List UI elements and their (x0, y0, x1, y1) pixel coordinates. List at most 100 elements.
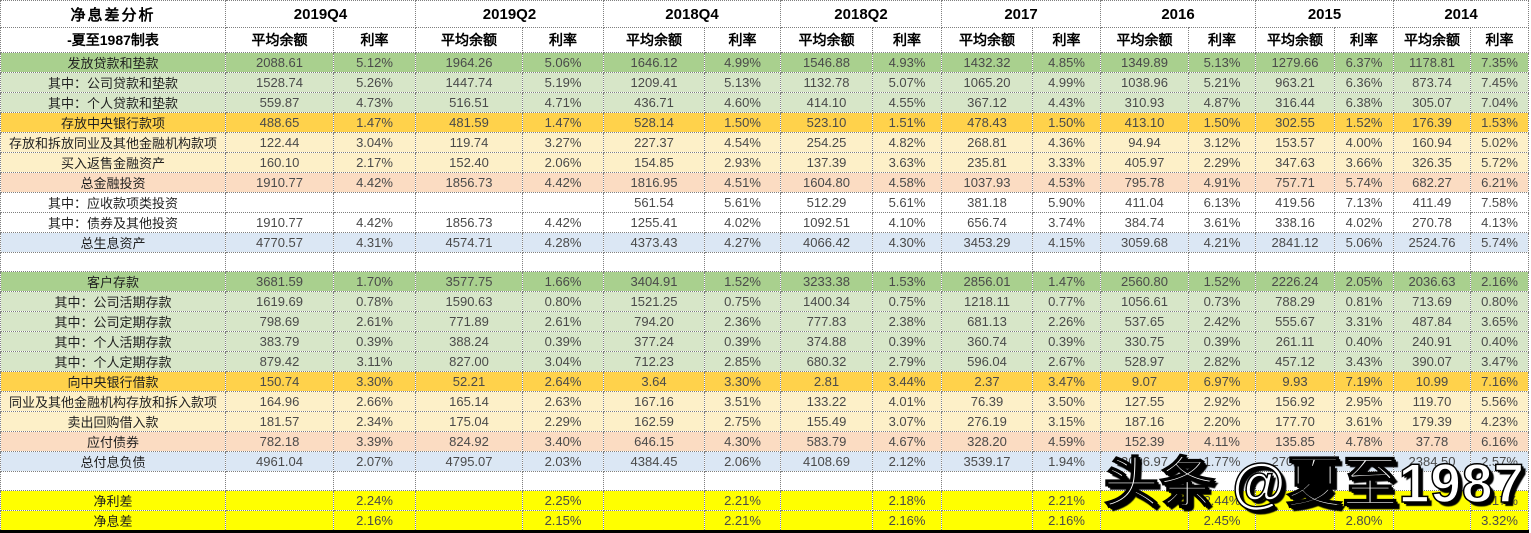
cell-balance[interactable]: 310.93 (1100, 92, 1189, 113)
cell-balance[interactable]: 512.29 (780, 192, 873, 213)
cell-balance[interactable]: 757.71 (1255, 172, 1335, 193)
cell-rate[interactable]: 5.13% (704, 72, 781, 93)
cell-rate[interactable]: 4.93% (872, 52, 942, 73)
row-label[interactable]: 总金融投资 (0, 172, 226, 193)
cell-balance[interactable]: 1528.74 (225, 72, 334, 93)
cell-rate[interactable]: 2.93% (704, 152, 781, 173)
row-label[interactable]: 其中：个人贷款和垫款 (0, 92, 226, 113)
cell-rate[interactable]: 0.39% (522, 331, 604, 352)
cell-rate[interactable]: 4.54% (704, 132, 781, 153)
cell-rate[interactable]: 4.59% (1032, 431, 1101, 452)
cell-balance[interactable]: 419.56 (1255, 192, 1335, 213)
cell-balance[interactable]: 1037.93 (941, 172, 1033, 193)
cell-rate[interactable]: 3.32% (1470, 510, 1529, 532)
cell-balance[interactable]: 37.78 (1393, 431, 1471, 452)
cell-balance[interactable]: 177.70 (1255, 411, 1335, 432)
cell-balance[interactable]: 150.74 (225, 371, 334, 392)
cell-balance[interactable]: 4384.45 (603, 451, 705, 472)
cell-rate[interactable]: 4.53% (1032, 172, 1101, 193)
cell-balance[interactable]: 713.69 (1393, 291, 1471, 312)
row-label[interactable]: 卖出回购借入款 (0, 411, 226, 432)
spacer-cell[interactable] (415, 471, 523, 491)
cell-balance[interactable]: 2560.80 (1100, 271, 1189, 292)
cell-balance[interactable] (603, 490, 705, 511)
spacer-cell[interactable] (1334, 471, 1394, 491)
cell-balance[interactable]: 1218.11 (941, 291, 1033, 312)
cell-balance[interactable]: 411.04 (1100, 192, 1189, 213)
cell-rate[interactable]: 7.13% (1334, 192, 1394, 213)
cell-rate[interactable]: 1.51% (872, 112, 942, 133)
spacer-cell[interactable] (1393, 252, 1471, 272)
cell-rate[interactable]: 4.23% (1470, 411, 1529, 432)
cell-balance[interactable]: 798.69 (225, 311, 334, 332)
cell-rate[interactable]: 2.92% (1188, 391, 1256, 412)
cell-balance[interactable]: 1590.63 (415, 291, 523, 312)
cell-balance[interactable]: 656.74 (941, 212, 1033, 233)
cell-rate[interactable]: 5.13% (1188, 52, 1256, 73)
cell-balance[interactable]: 316.44 (1255, 92, 1335, 113)
spacer-cell[interactable] (872, 471, 942, 491)
cell-balance[interactable]: 235.81 (941, 152, 1033, 173)
cell-rate[interactable]: 2.17% (333, 152, 416, 173)
cell-rate[interactable]: 7.16% (1470, 371, 1529, 392)
cell-rate[interactable]: 2.06% (704, 451, 781, 472)
cell-balance[interactable]: 1856.73 (415, 212, 523, 233)
row-label[interactable]: 净息差 (0, 510, 226, 532)
column-header-rate[interactable]: 利率 (333, 27, 416, 53)
cell-balance[interactable] (415, 490, 523, 511)
column-header-period[interactable]: 2019Q2 (415, 0, 604, 28)
cell-rate[interactable]: 3.47% (1470, 351, 1529, 372)
spacer-cell[interactable] (1100, 471, 1189, 491)
cell-rate[interactable]: 2.80% (1334, 510, 1394, 532)
spacer-cell[interactable] (225, 471, 334, 491)
row-label[interactable]: 其中：公司贷款和垫款 (0, 72, 226, 93)
row-label[interactable]: 其中：个人活期存款 (0, 331, 226, 352)
cell-rate[interactable]: 1.47% (1032, 271, 1101, 292)
cell-balance[interactable]: 4108.69 (780, 451, 873, 472)
cell-balance[interactable]: 360.74 (941, 331, 1033, 352)
cell-balance[interactable]: 268.81 (941, 132, 1033, 153)
cell-rate[interactable]: 3.30% (704, 371, 781, 392)
cell-balance[interactable]: 328.20 (941, 431, 1033, 452)
cell-balance[interactable]: 3036.97 (1100, 451, 1189, 472)
cell-balance[interactable]: 4373.43 (603, 232, 705, 253)
spacer-cell[interactable] (333, 252, 416, 272)
cell-balance[interactable]: 374.88 (780, 331, 873, 352)
cell-balance[interactable] (941, 490, 1033, 511)
cell-rate[interactable]: 2.05% (1334, 271, 1394, 292)
cell-balance[interactable]: 3059.68 (1100, 232, 1189, 253)
column-header-period[interactable]: 2015 (1255, 0, 1394, 28)
column-header-period[interactable]: 2016 (1100, 0, 1256, 28)
cell-balance[interactable] (415, 510, 523, 532)
cell-balance[interactable]: 3453.29 (941, 232, 1033, 253)
cell-rate[interactable]: 0.81% (1334, 291, 1394, 312)
cell-rate[interactable]: 2.79% (872, 351, 942, 372)
spacer-cell[interactable] (603, 252, 705, 272)
spacer-cell[interactable] (0, 471, 226, 491)
cell-rate[interactable]: 2.34% (333, 411, 416, 432)
cell-balance[interactable]: 1349.89 (1100, 52, 1189, 73)
cell-rate[interactable]: 3.04% (522, 351, 604, 372)
cell-balance[interactable]: 3233.38 (780, 271, 873, 292)
cell-balance[interactable]: 383.79 (225, 331, 334, 352)
cell-balance[interactable]: 2384.50 (1393, 451, 1471, 472)
row-label[interactable]: 其中：应收款项类投资 (0, 192, 226, 213)
cell-balance[interactable]: 528.14 (603, 112, 705, 133)
cell-rate[interactable]: 1.52% (1334, 112, 1394, 133)
cell-rate[interactable]: 2.75% (704, 411, 781, 432)
cell-rate[interactable]: 4.15% (1032, 232, 1101, 253)
column-header-rate[interactable]: 利率 (1032, 27, 1101, 53)
row-label[interactable]: 存放和拆放同业及其他金融机构款项 (0, 132, 226, 153)
cell-rate[interactable]: 1.52% (704, 271, 781, 292)
cell-balance[interactable]: 338.16 (1255, 212, 1335, 233)
cell-balance[interactable]: 276.19 (941, 411, 1033, 432)
cell-rate[interactable]: 2.12% (872, 451, 942, 472)
cell-rate[interactable]: 2.67% (1032, 351, 1101, 372)
cell-balance[interactable]: 1209.41 (603, 72, 705, 93)
cell-rate[interactable]: 1.47% (522, 112, 604, 133)
cell-balance[interactable]: 227.37 (603, 132, 705, 153)
row-label[interactable]: 应付债券 (0, 431, 226, 452)
cell-balance[interactable]: 326.35 (1393, 152, 1471, 173)
cell-balance[interactable]: 481.59 (415, 112, 523, 133)
cell-balance[interactable]: 347.63 (1255, 152, 1335, 173)
